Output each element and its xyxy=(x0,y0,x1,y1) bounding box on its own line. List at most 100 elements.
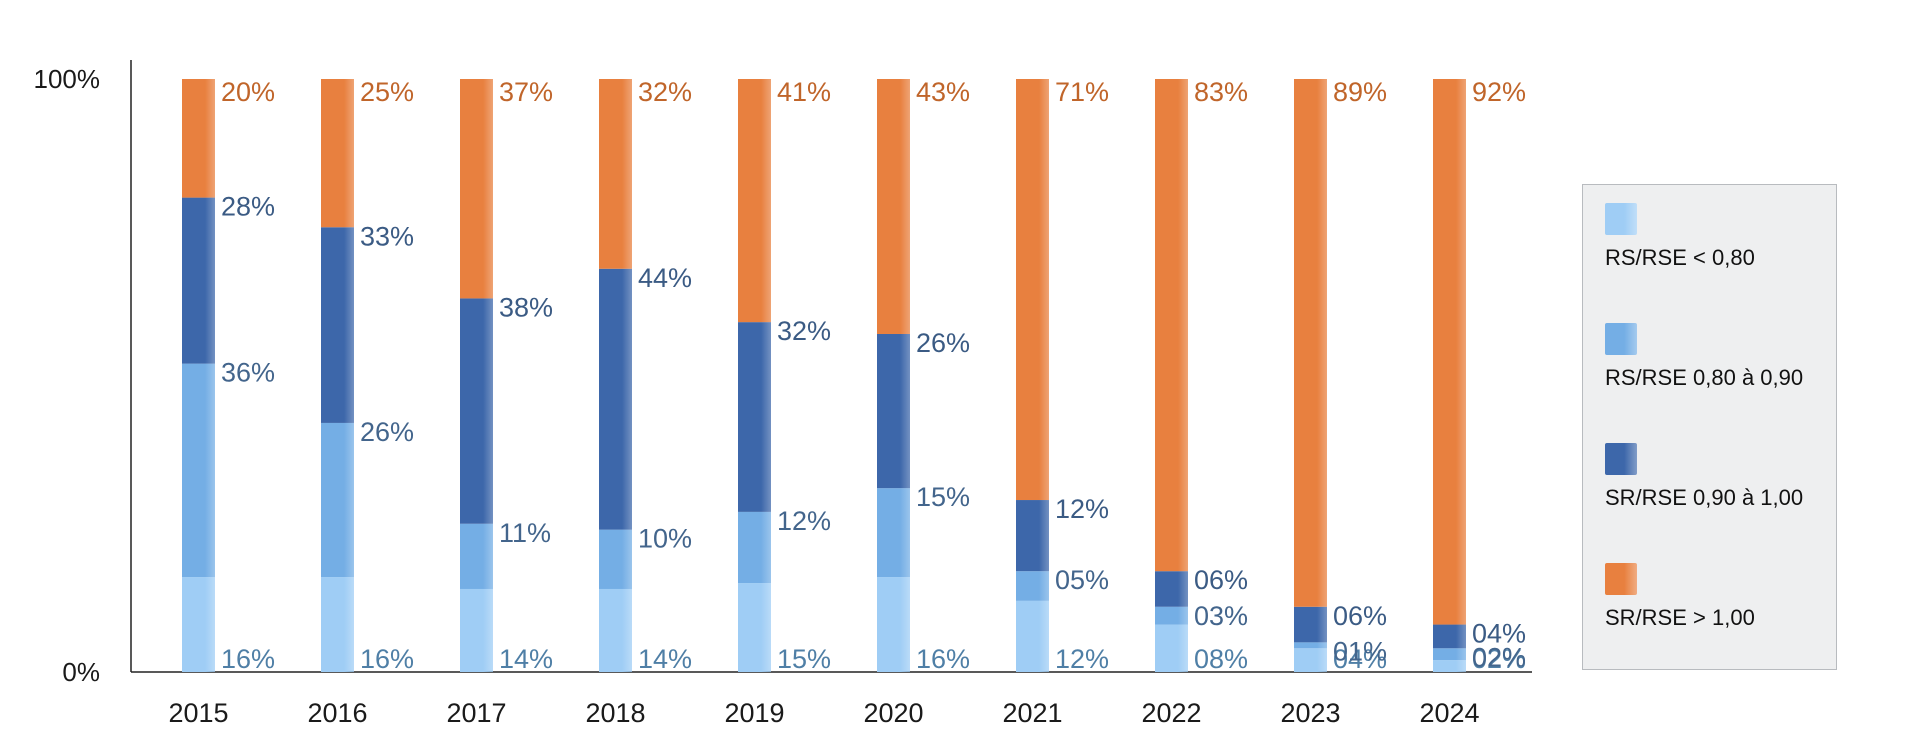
bar-segment xyxy=(877,488,910,578)
legend-swatch xyxy=(1605,563,1637,595)
data-label: 71% xyxy=(1055,77,1109,107)
bar-segment xyxy=(1155,624,1188,672)
x-tick-label: 2020 xyxy=(863,698,923,728)
x-tick-label: 2021 xyxy=(1002,698,1062,728)
x-tick-label: 2017 xyxy=(446,698,506,728)
bar-segment xyxy=(1433,648,1466,661)
legend-label: SR/RSE > 1,00 xyxy=(1605,605,1755,630)
data-label: 15% xyxy=(777,644,831,674)
bar-segment xyxy=(599,79,632,269)
bar-segment xyxy=(1433,624,1466,649)
data-label: 02% xyxy=(1472,644,1526,674)
data-label: 06% xyxy=(1333,601,1387,631)
data-label: 33% xyxy=(360,221,414,251)
x-tick-label: 2019 xyxy=(724,698,784,728)
legend-label: RS/RSE < 0,80 xyxy=(1605,245,1755,270)
bar-segment xyxy=(182,197,215,364)
y-tick-label: 100% xyxy=(34,64,101,94)
legend-label: SR/RSE 0,90 à 1,00 xyxy=(1605,485,1804,510)
data-label: 92% xyxy=(1472,77,1526,107)
legend-item: SR/RSE > 1,00 xyxy=(1605,563,1755,631)
data-label: 02% xyxy=(1472,642,1526,672)
bar-segment xyxy=(599,529,632,589)
data-label: 26% xyxy=(916,328,970,358)
data-label: 05% xyxy=(1055,565,1109,595)
data-label: 08% xyxy=(1194,644,1248,674)
data-label: 14% xyxy=(499,644,553,674)
bar-segment xyxy=(1155,79,1188,572)
data-label: 32% xyxy=(638,77,692,107)
bar-segment xyxy=(877,79,910,334)
bar-segment xyxy=(460,588,493,672)
bar-segment xyxy=(321,577,354,672)
bar-segment xyxy=(1016,79,1049,501)
data-label: 12% xyxy=(777,506,831,536)
x-tick-label: 2018 xyxy=(585,698,645,728)
bar-segment xyxy=(182,363,215,578)
data-label: 11% xyxy=(499,518,551,548)
legend-item: RS/RSE < 0,80 xyxy=(1605,203,1755,271)
bar-segment xyxy=(738,322,771,512)
data-label: 83% xyxy=(1194,77,1248,107)
bar-segment xyxy=(1016,500,1049,572)
data-label: 14% xyxy=(638,644,692,674)
bar-segment xyxy=(1294,642,1327,649)
x-tick-label: 2016 xyxy=(307,698,367,728)
bar-segment xyxy=(182,577,215,672)
bar-segment xyxy=(1155,606,1188,625)
bar-segment xyxy=(321,227,354,423)
bar-segment xyxy=(1155,571,1188,607)
bar-segment xyxy=(321,422,354,578)
data-label: 16% xyxy=(360,644,414,674)
bar-segment xyxy=(1016,600,1049,672)
data-label: 37% xyxy=(499,77,553,107)
data-label: 16% xyxy=(221,644,275,674)
bar-segment xyxy=(1433,660,1466,672)
legend-label: RS/RSE 0,80 à 0,90 xyxy=(1605,365,1804,390)
legend-item: SR/RSE 0,90 à 1,00 xyxy=(1605,443,1803,511)
x-tick-label: 2022 xyxy=(1141,698,1201,728)
bar-segment xyxy=(1294,79,1327,607)
data-label: 36% xyxy=(221,358,275,388)
bar-segment xyxy=(738,511,771,584)
bar-segment xyxy=(1016,571,1049,601)
bar-segment xyxy=(460,79,493,299)
data-label: 43% xyxy=(916,77,970,107)
bar-segment xyxy=(1433,79,1466,625)
data-label: 12% xyxy=(1055,644,1109,674)
bar-segment xyxy=(738,583,771,672)
legend: RS/RSE < 0,80 RS/RSE 0,80 à 0,90 SR/RSE … xyxy=(1582,184,1837,670)
data-label: 01% xyxy=(1333,636,1387,666)
data-label: 04% xyxy=(1472,619,1526,649)
data-label: 04% xyxy=(1333,644,1387,674)
data-label: 28% xyxy=(221,192,275,222)
bar-segment xyxy=(460,298,493,524)
legend-swatch xyxy=(1605,203,1637,235)
data-label: 12% xyxy=(1055,494,1109,524)
data-label: 10% xyxy=(638,524,692,554)
data-label: 15% xyxy=(916,482,970,512)
data-label: 16% xyxy=(916,644,970,674)
data-label: 06% xyxy=(1194,565,1248,595)
x-tick-label: 2015 xyxy=(168,698,228,728)
legend-swatch xyxy=(1605,443,1637,475)
bar-segment xyxy=(182,79,215,198)
legend-swatch xyxy=(1605,323,1637,355)
data-label: 25% xyxy=(360,77,414,107)
bar-segment xyxy=(321,79,354,228)
data-label: 89% xyxy=(1333,77,1387,107)
bar-segment xyxy=(460,523,493,589)
x-tick-label: 2023 xyxy=(1280,698,1340,728)
y-tick-label: 0% xyxy=(62,657,100,687)
bar-segment xyxy=(738,79,771,323)
legend-item: RS/RSE 0,80 à 0,90 xyxy=(1605,323,1803,391)
x-tick-label: 2024 xyxy=(1419,698,1479,728)
data-label: 38% xyxy=(499,292,553,322)
data-label: 03% xyxy=(1194,601,1248,631)
bar-segment xyxy=(599,588,632,672)
bar-segment xyxy=(1294,648,1327,672)
bar-segment xyxy=(599,268,632,530)
data-label: 44% xyxy=(638,263,692,293)
data-label: 41% xyxy=(777,77,831,107)
